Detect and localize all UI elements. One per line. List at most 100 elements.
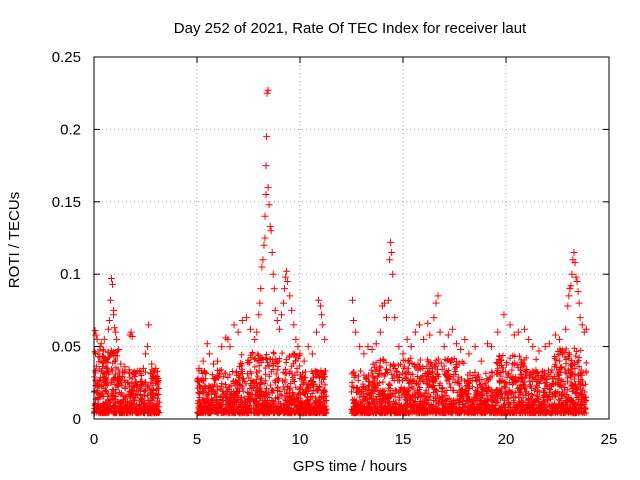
data-point (307, 377, 314, 384)
data-point (439, 384, 446, 391)
data-point (298, 376, 305, 383)
data-point (383, 366, 390, 373)
data-point (364, 343, 372, 351)
data-point (256, 391, 263, 398)
data-point (218, 383, 225, 390)
data-point (280, 383, 287, 390)
data-point (126, 374, 133, 381)
data-point (270, 399, 277, 406)
data-point (492, 409, 499, 416)
data-point (118, 389, 125, 396)
data-point (283, 410, 290, 417)
data-point (581, 399, 588, 406)
data-point (554, 409, 561, 416)
data-point (356, 343, 364, 351)
data-point (234, 328, 242, 336)
data-point (223, 384, 230, 391)
data-point (377, 357, 384, 364)
data-point (521, 385, 528, 392)
data-point (238, 394, 245, 401)
data-point (256, 362, 263, 369)
data-point (247, 405, 254, 412)
data-point (372, 340, 380, 348)
data-point (130, 369, 137, 376)
data-point (432, 363, 439, 370)
data-point (574, 384, 581, 391)
data-point (504, 391, 511, 398)
x-tick-label: 0 (90, 431, 98, 448)
data-point (519, 391, 526, 398)
data-point (540, 392, 547, 399)
data-point (138, 398, 145, 405)
data-point (539, 372, 546, 379)
data-point (300, 390, 307, 397)
data-point (357, 401, 364, 408)
data-point (498, 357, 505, 364)
data-point (387, 238, 395, 246)
data-point (380, 299, 388, 307)
data-point (291, 398, 298, 405)
data-point (137, 378, 144, 385)
data-point (209, 360, 217, 368)
data-point (387, 387, 394, 394)
data-point (494, 360, 501, 367)
data-point (96, 377, 103, 384)
data-point (277, 311, 285, 319)
data-point (270, 360, 277, 367)
data-point (137, 407, 144, 414)
data-point (109, 280, 117, 288)
data-point (92, 369, 99, 376)
data-point (450, 371, 457, 378)
data-point (301, 390, 308, 397)
data-point (355, 373, 362, 380)
data-point (409, 378, 416, 385)
data-point (397, 408, 404, 415)
data-point (458, 376, 465, 383)
data-point (435, 356, 442, 363)
data-point (246, 402, 253, 409)
data-point (269, 390, 276, 397)
data-point (416, 401, 423, 408)
data-point (96, 383, 103, 390)
data-point (286, 292, 294, 300)
data-point (321, 386, 328, 393)
data-point (569, 388, 576, 395)
data-point (313, 398, 320, 405)
data-point (424, 319, 432, 327)
data-point (115, 366, 122, 373)
data-point (377, 387, 384, 394)
data-point (361, 408, 368, 415)
data-point (445, 367, 452, 374)
data-point (411, 363, 418, 370)
data-point (263, 133, 271, 141)
data-point (275, 377, 282, 384)
data-point (356, 391, 363, 398)
data-point (122, 379, 129, 386)
data-point (509, 375, 516, 382)
data-point (415, 367, 422, 374)
data-point (573, 348, 580, 355)
data-point (299, 408, 306, 415)
data-point (216, 370, 223, 377)
data-point (196, 390, 203, 397)
data-point (415, 381, 422, 388)
data-point (195, 378, 202, 385)
data-point (513, 378, 520, 385)
x-axis-tick-labels: 0 5 10 15 20 25 (90, 431, 618, 448)
data-point (567, 282, 575, 290)
data-point (105, 390, 112, 397)
data-point (216, 399, 223, 406)
data-point (429, 383, 436, 390)
data-point (264, 409, 271, 416)
data-point (115, 345, 123, 353)
data-point (129, 369, 136, 376)
data-point (293, 408, 300, 415)
data-point (111, 324, 119, 332)
data-point (224, 388, 231, 395)
data-point (499, 407, 506, 414)
data-point (362, 376, 369, 383)
data-point (358, 398, 365, 405)
data-point (283, 267, 291, 275)
data-point (272, 395, 279, 402)
